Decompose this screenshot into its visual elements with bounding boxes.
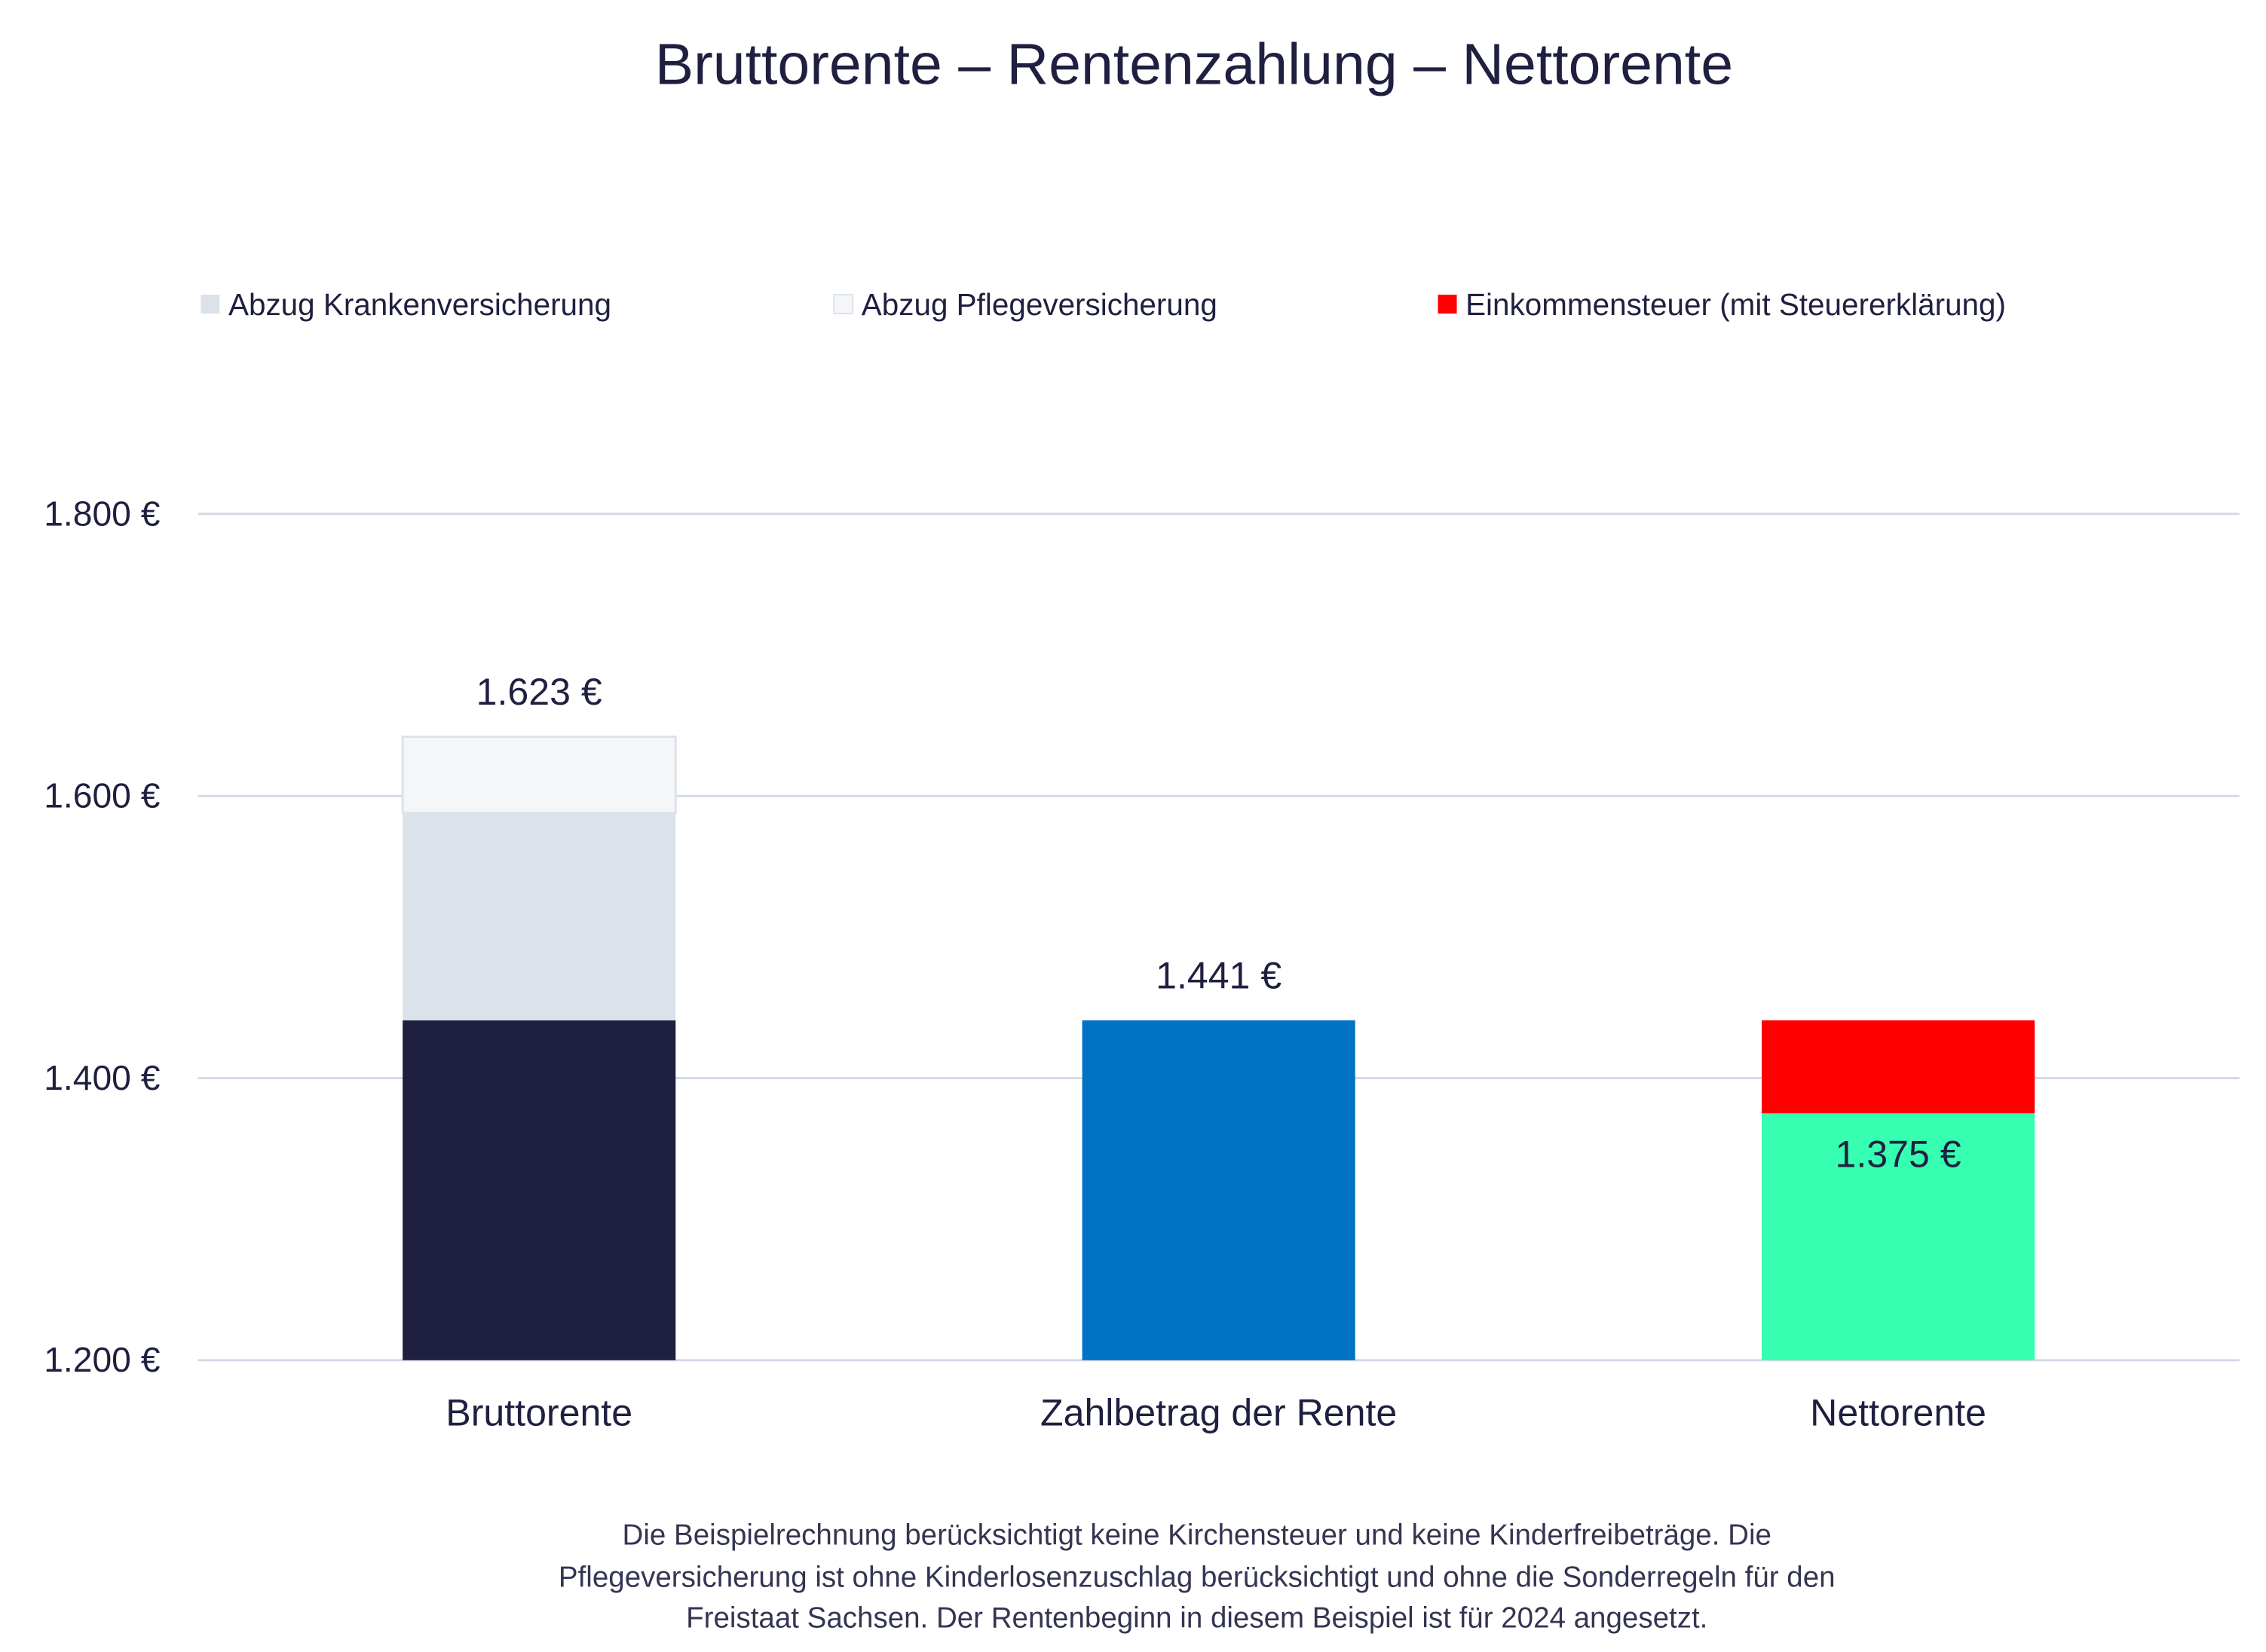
- labels: 1.623 € Bruttorente 1.441 € Zahlbetrag der …: [446, 671, 1986, 1433]
- y-tick-label: 1.400 €: [44, 1058, 161, 1097]
- footnote-line-2: Pflegeversicherung ist ohne Kinderlosenz…: [559, 1561, 1836, 1593]
- data-label: 1.623 €: [476, 671, 602, 713]
- bar-segment: [403, 812, 676, 1020]
- bars: [401, 736, 2035, 1360]
- y-tick-label: 1.800 €: [44, 494, 161, 533]
- data-label: 1.375 €: [1836, 1133, 1961, 1176]
- legend-label: Abzug Pflegeversicherung: [862, 287, 1217, 322]
- bar-segment: [1082, 1020, 1355, 1360]
- legend-swatch: [833, 294, 854, 315]
- legend-swatch: [1438, 295, 1457, 314]
- footnote: Die Beispielrechnung berücksichtigt kein…: [559, 1519, 1836, 1634]
- bar-segment: [401, 736, 677, 815]
- data-label: 1.441 €: [1156, 954, 1282, 996]
- footnote-line-1: Die Beispielrechnung berücksichtigt kein…: [623, 1519, 1771, 1551]
- x-tick-label: Bruttorente: [446, 1392, 632, 1434]
- legend-label: Abzug Krankenversicherung: [228, 287, 611, 322]
- bar-segment: [1762, 1020, 2035, 1114]
- chart-title: Bruttorente – Rentenzahlung – Nettorente: [655, 32, 1733, 97]
- bar-segment: [1762, 1113, 2035, 1360]
- y-tick-label: 1.600 €: [44, 776, 161, 815]
- y-tick-label: 1.200 €: [44, 1340, 161, 1379]
- x-tick-label: Nettorente: [1810, 1392, 1986, 1434]
- legend-label: Einkommensteuer (mit Steuererklärung): [1465, 287, 2006, 322]
- x-tick-label: Zahlbetrag der Rente: [1040, 1392, 1397, 1434]
- legend: Abzug Krankenversicherung Abzug Pflegever…: [201, 287, 2006, 322]
- legend-swatch: [201, 295, 220, 314]
- footnote-line-3: Freistaat Sachsen. Der Rentenbeginn in d…: [686, 1602, 1707, 1634]
- bar-segment: [403, 1020, 676, 1360]
